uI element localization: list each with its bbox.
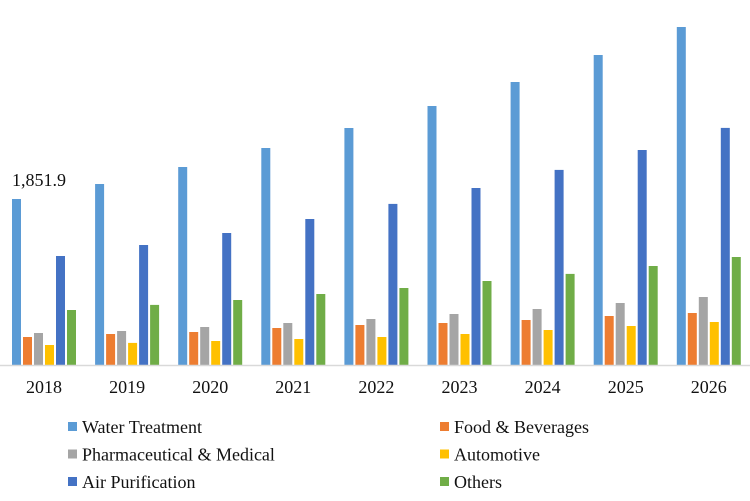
bar-pharmaceutical-medical-2025	[615, 303, 625, 365]
bar-food-beverages-2020	[189, 332, 199, 365]
bar-automotive-2023	[460, 334, 470, 365]
bar-water-treatment-2018	[12, 199, 21, 365]
legend-swatch	[440, 477, 449, 486]
bar-water-treatment-2025	[593, 55, 603, 365]
bar-pharmaceutical-medical-2020	[200, 327, 210, 365]
bar-food-beverages-2023	[438, 323, 448, 365]
bar-others-2019	[150, 304, 160, 365]
bar-water-treatment-2026	[676, 27, 686, 365]
legend-label: Automotive	[454, 445, 540, 465]
bar-others-2018	[67, 310, 76, 365]
bar-food-beverages-2026	[687, 313, 697, 365]
legend-label: Others	[454, 472, 502, 492]
bar-pharmaceutical-medical-2023	[449, 314, 459, 365]
bar-air-purification-2020	[222, 233, 232, 365]
bar-air-purification-2026	[720, 127, 730, 366]
bar-water-treatment-2019	[95, 184, 105, 365]
x-tick-label: 2019	[109, 377, 145, 397]
bar-air-purification-2023	[471, 188, 481, 365]
bar-others-2020	[233, 300, 243, 365]
bar-automotive-2020	[211, 341, 221, 365]
bar-pharmaceutical-medical-2019	[117, 331, 127, 365]
legend-swatch	[440, 422, 449, 431]
bar-air-purification-2024	[554, 169, 564, 365]
bar-pharmaceutical-medical-2026	[698, 297, 708, 365]
legend-swatch	[68, 449, 77, 459]
bar-food-beverages-2024	[521, 320, 531, 365]
x-tick-label: 2024	[525, 377, 561, 397]
bar-others-2024	[565, 273, 575, 365]
bar-air-purification-2022	[388, 203, 398, 365]
legend-label: Air Purification	[82, 472, 195, 492]
legend-swatch	[440, 449, 449, 459]
bar-water-treatment-2020	[178, 167, 188, 365]
bar-air-purification-2018	[56, 256, 65, 365]
x-tick-label: 2025	[608, 377, 644, 397]
bar-automotive-2026	[709, 322, 719, 365]
bar-water-treatment-2024	[510, 82, 520, 365]
bar-others-2025	[648, 266, 658, 365]
bar-water-treatment-2023	[427, 106, 437, 365]
x-tick-label: 2026	[691, 377, 727, 397]
x-tick-label: 2023	[442, 377, 478, 397]
bar-food-beverages-2019	[106, 334, 116, 365]
bar-food-beverages-2025	[604, 316, 614, 365]
legend-swatch	[68, 477, 77, 486]
bar-air-purification-2025	[637, 150, 647, 365]
bar-air-purification-2021	[305, 219, 315, 365]
bar-food-beverages-2021	[272, 328, 282, 365]
legend-swatch	[68, 422, 77, 431]
bar-automotive-2018	[45, 345, 54, 365]
bar-others-2021	[316, 294, 326, 365]
bar-food-beverages-2022	[355, 325, 365, 365]
bar-pharmaceutical-medical-2018	[34, 333, 43, 365]
bar-water-treatment-2021	[261, 148, 271, 365]
bar-others-2023	[482, 281, 492, 365]
bar-automotive-2022	[377, 337, 387, 365]
bar-pharmaceutical-medical-2021	[283, 323, 293, 365]
x-tick-label: 2018	[26, 377, 62, 397]
bar-food-beverages-2018	[23, 337, 32, 365]
bar-air-purification-2019	[139, 245, 149, 365]
legend-label: Pharmaceutical & Medical	[82, 445, 275, 465]
x-tick-label: 2021	[275, 377, 311, 397]
bar-water-treatment-2022	[344, 128, 354, 365]
bar-automotive-2025	[626, 326, 636, 365]
data-label: 1,851.9	[12, 170, 66, 190]
bar-pharmaceutical-medical-2024	[532, 309, 542, 365]
x-tick-label: 2022	[358, 377, 394, 397]
bar-automotive-2019	[128, 342, 138, 365]
bar-automotive-2021	[294, 339, 304, 365]
bar-automotive-2024	[543, 330, 553, 365]
bar-pharmaceutical-medical-2022	[366, 319, 376, 365]
bar-others-2022	[399, 288, 409, 365]
legend-label: Water Treatment	[82, 417, 202, 437]
bar-others-2026	[731, 257, 741, 365]
legend-label: Food & Beverages	[454, 417, 589, 437]
x-tick-label: 2020	[192, 377, 228, 397]
